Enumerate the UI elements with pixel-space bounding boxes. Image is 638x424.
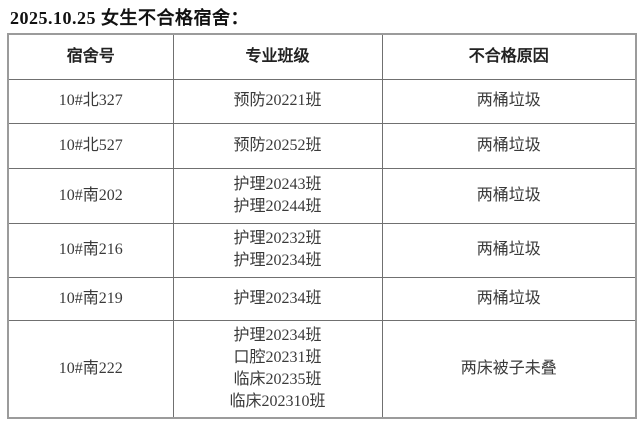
major-class-cell: 护理20243班 护理20244班 <box>172 167 383 224</box>
class-line: 临床20235班 <box>233 370 322 388</box>
fail-reason-cell: 两桶垃圾 <box>381 276 637 321</box>
table-row: 10#北327 预防20221班 两桶垃圾 <box>7 78 637 124</box>
class-line: 口腔20231班 <box>233 348 322 366</box>
class-line: 临床202310班 <box>229 392 326 410</box>
dorm-number-cell: 10#南222 <box>7 319 174 419</box>
table-header: 宿舍号 专业班级 不合格原因 <box>7 33 637 80</box>
table-row: 10#北527 预防20252班 两桶垃圾 <box>7 122 637 169</box>
fail-reason-cell: 两桶垃圾 <box>381 122 637 169</box>
class-line: 预防20252班 <box>233 136 322 154</box>
header-fail-reason: 不合格原因 <box>381 33 637 80</box>
class-line: 护理20232班 <box>233 230 322 247</box>
class-line: 护理20244班 <box>233 197 322 215</box>
dorm-number-cell: 10#北327 <box>7 78 174 124</box>
dorm-number-cell: 10#南219 <box>7 276 174 321</box>
class-line: 护理20234班 <box>233 252 322 269</box>
fail-reason-cell: 两桶垃圾 <box>381 167 637 224</box>
header-major-class: 专业班级 <box>172 33 383 80</box>
class-line: 护理20234班 <box>233 289 322 307</box>
page-title: 2025.10.25 女生不合格宿舍： <box>10 8 249 28</box>
major-class-cell: 护理20232班 护理20234班 <box>172 222 383 278</box>
major-class-cell: 护理20234班 <box>172 276 383 321</box>
class-line: 预防20221班 <box>233 92 322 109</box>
dorm-number-cell: 10#北527 <box>7 122 174 169</box>
major-class-cell: 预防20252班 <box>172 122 383 169</box>
header-row: 宿舍号 专业班级 不合格原因 <box>7 33 637 80</box>
table-row: 10#南219 护理20234班 两桶垃圾 <box>7 276 637 321</box>
header-dorm-number: 宿舍号 <box>7 33 174 80</box>
class-line: 护理20243班 <box>233 175 322 193</box>
fail-reason-cell: 两桶垃圾 <box>381 78 637 124</box>
table-body: 10#北327 预防20221班 两桶垃圾 10#北527 预防20252班 两桶垃圾 10… <box>7 78 637 419</box>
table-row: 10#南222 护理20234班 口腔20231班 临床20235班 临床202310班… <box>7 319 637 419</box>
table-row: 10#南216 护理20232班 护理20234班 两桶垃圾 <box>7 222 637 278</box>
major-class-cell: 护理20234班 口腔20231班 临床20235班 临床202310班 <box>172 319 383 419</box>
class-line: 护理20234班 <box>233 326 322 344</box>
fail-reason-cell: 两桶垃圾 <box>381 222 637 278</box>
dorm-inspection-table: 宿舍号 专业班级 不合格原因 10#北327 预防20221班 两桶垃圾 10#北52… <box>7 33 637 419</box>
table-row: 10#南202 护理20243班 护理20244班 两桶垃圾 <box>7 167 637 224</box>
fail-reason-cell: 两床被子未叠 <box>381 319 637 419</box>
major-class-cell: 预防20221班 <box>172 78 383 124</box>
dorm-number-cell: 10#南216 <box>7 222 174 278</box>
dorm-number-cell: 10#南202 <box>7 167 174 224</box>
